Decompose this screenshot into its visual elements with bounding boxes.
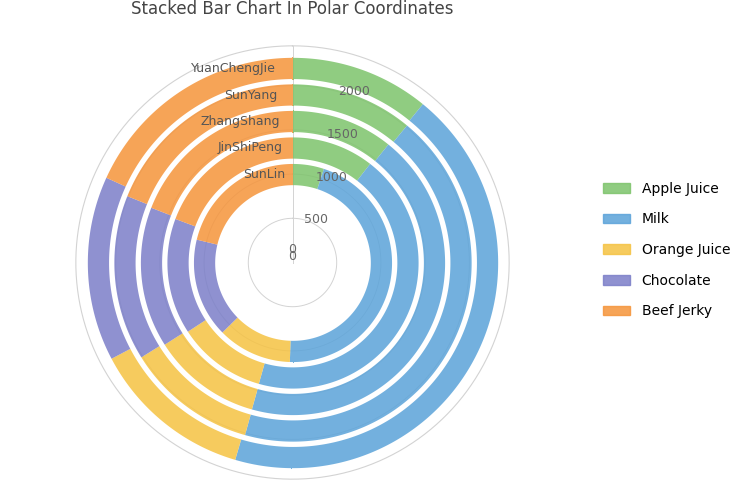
- Text: JinShiPeng: JinShiPeng: [217, 142, 283, 154]
- Text: 500: 500: [304, 214, 328, 226]
- Text: ZhangShang: ZhangShang: [201, 115, 280, 128]
- Text: SunLin: SunLin: [243, 168, 285, 181]
- Text: 1500: 1500: [327, 128, 358, 141]
- Text: 1000: 1000: [316, 170, 347, 183]
- Title: Stacked Bar Chart In Polar Coordinates: Stacked Bar Chart In Polar Coordinates: [131, 0, 454, 18]
- Text: YuanChengJie: YuanChengJie: [190, 62, 275, 75]
- Legend: Apple Juice, Milk, Orange Juice, Chocolate, Beef Jerky: Apple Juice, Milk, Orange Juice, Chocola…: [597, 176, 736, 324]
- Text: 0: 0: [289, 250, 296, 262]
- Text: 2000: 2000: [338, 85, 370, 98]
- Text: SunYang: SunYang: [224, 88, 278, 102]
- Text: 0: 0: [289, 242, 296, 256]
